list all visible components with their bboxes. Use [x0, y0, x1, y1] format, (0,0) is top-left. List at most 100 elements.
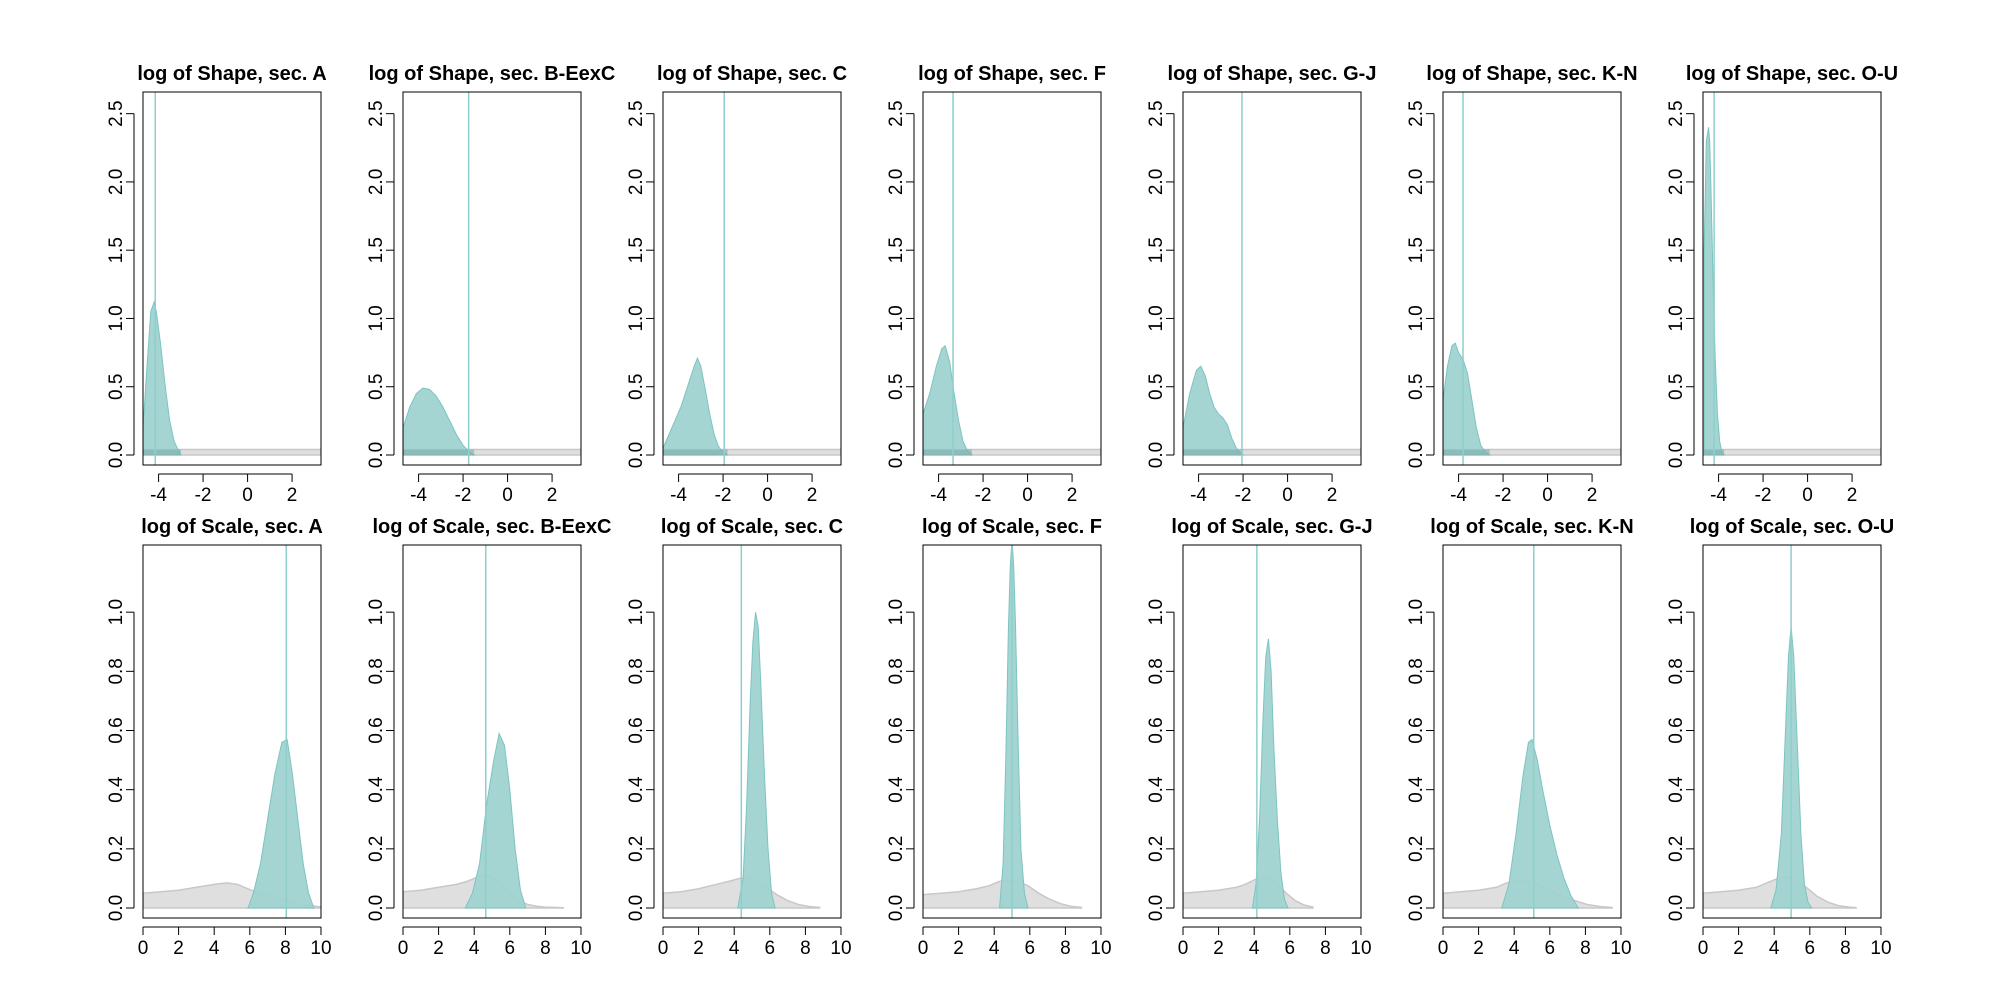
y-tick-label: 0.5: [1406, 374, 1427, 400]
x-tick-label: 2: [433, 938, 444, 959]
y-tick-label: 0.8: [366, 658, 387, 684]
y-tick-label: 0.5: [106, 374, 127, 400]
y-axis: 0.0 0.2 0.4 0.6 0.8 1.0: [886, 599, 915, 921]
y-tick-label: 0.0: [1406, 895, 1427, 921]
x-tick-label: 10: [570, 938, 591, 959]
panel-12: 0 2 4 6 8 10 0.0 0.2 0.4 0.6 0.8 1.0 log of Scale, s…: [1146, 516, 1373, 959]
posterior-density: [464, 731, 527, 909]
y-axis: 0.0 0.5 1.0 1.5 2.0 2.5: [1146, 100, 1175, 468]
plot-area: [403, 545, 564, 918]
x-tick-label: 6: [245, 938, 256, 959]
x-tick-label: -2: [715, 485, 732, 506]
x-tick-label: 2: [807, 485, 818, 506]
posterior-density: [923, 344, 974, 456]
x-tick-label: 4: [1249, 938, 1260, 959]
x-tick-label: 4: [469, 938, 480, 959]
panel-title: log of Shape, sec. F: [918, 63, 1106, 85]
x-tick-label: 0: [1178, 938, 1189, 959]
plot-frame: [1442, 91, 1622, 466]
x-tick-label: 0: [658, 938, 669, 959]
panel-2: -4 -2 0 2 0.0 0.5 1.0 1.5 2.0 2.5 log of Shape, se…: [366, 63, 615, 506]
x-tick-label: 2: [1067, 485, 1078, 506]
x-tick-label: 6: [1545, 938, 1556, 959]
y-tick-label: 2.5: [886, 100, 907, 126]
y-tick-label: 0.0: [106, 895, 127, 921]
panel-title: log of Scale, sec. O-U: [1690, 516, 1895, 538]
panel-title: log of Scale, sec. K-N: [1430, 516, 1633, 538]
x-tick-label: -4: [150, 485, 167, 506]
plot-frame: [662, 544, 842, 919]
overlap-band: [143, 449, 181, 455]
panel-title: log of Shape, sec. G-J: [1168, 63, 1377, 85]
plot-area: [403, 92, 581, 465]
panel-title: log of Scale, sec. C: [661, 516, 843, 538]
x-tick-label: 8: [1580, 938, 1591, 959]
x-tick-label: 0: [1438, 938, 1449, 959]
y-axis: 0.0 0.2 0.4 0.6 0.8 1.0: [1666, 599, 1695, 921]
y-tick-label: 0.6: [366, 717, 387, 743]
x-tick-label: 10: [310, 938, 331, 959]
x-tick-label: 2: [1587, 485, 1598, 506]
x-tick-label: 6: [1285, 938, 1296, 959]
y-tick-label: 0.0: [106, 442, 127, 468]
panel-4: -4 -2 0 2 0.0 0.5 1.0 1.5 2.0 2.5 log of Shape, se…: [886, 63, 1106, 506]
y-tick-label: 0.5: [1146, 374, 1167, 400]
y-tick-label: 1.0: [366, 305, 387, 331]
y-tick-label: 2.0: [1406, 169, 1427, 195]
x-tick-label: 0: [1282, 485, 1293, 506]
x-tick-label: 2: [693, 938, 704, 959]
panel-title: log of Scale, sec. F: [922, 516, 1102, 538]
x-axis: -4 -2 0 2: [1450, 473, 1598, 506]
y-tick-label: 0.4: [1146, 776, 1167, 803]
y-tick-label: 1.0: [1146, 305, 1167, 331]
y-tick-label: 0.8: [626, 658, 647, 684]
x-tick-label: 4: [1509, 938, 1520, 959]
y-tick-label: 0.4: [366, 776, 387, 803]
plot-area: [923, 545, 1083, 918]
prior-density: [1703, 448, 1881, 456]
y-tick-label: 0.2: [106, 836, 127, 862]
y-tick-label: 0.8: [106, 658, 127, 684]
y-tick-label: 1.5: [366, 237, 387, 263]
x-tick-label: 2: [1733, 938, 1744, 959]
x-tick-label: 2: [1847, 485, 1858, 506]
prior-density: [143, 448, 321, 456]
y-tick-label: 0.4: [626, 776, 647, 803]
posterior-density: [663, 356, 730, 456]
x-tick-label: -2: [1755, 485, 1772, 506]
x-tick-label: 8: [1840, 938, 1851, 959]
x-axis: 0 2 4 6 8 10: [658, 926, 852, 959]
y-tick-label: 1.0: [366, 599, 387, 625]
plot-area: [1443, 545, 1613, 918]
y-tick-label: 1.0: [106, 599, 127, 625]
x-tick-label: -2: [1495, 485, 1512, 506]
x-axis: -4 -2 0 2: [1710, 473, 1858, 506]
y-tick-label: 2.5: [366, 100, 387, 126]
x-tick-label: 0: [1802, 485, 1813, 506]
y-tick-label: 0.0: [1146, 442, 1167, 468]
plot-frame: [1182, 544, 1362, 919]
y-tick-label: 1.5: [106, 237, 127, 263]
y-tick-label: 1.0: [886, 305, 907, 331]
y-tick-label: 2.5: [1666, 100, 1687, 126]
y-tick-label: 0.4: [1666, 776, 1687, 803]
y-tick-label: 0.2: [366, 836, 387, 862]
plot-frame: [1702, 544, 1882, 919]
panel-11: 0 2 4 6 8 10 0.0 0.2 0.4 0.6 0.8 1.0 log of Scale, s…: [886, 516, 1112, 959]
x-tick-label: 8: [540, 938, 551, 959]
x-tick-label: 8: [1320, 938, 1331, 959]
overlap-band: [923, 449, 972, 455]
posterior-density: [247, 738, 315, 909]
x-tick-label: 4: [989, 938, 1000, 959]
plot-frame: [1182, 91, 1362, 466]
x-tick-label: 6: [505, 938, 516, 959]
x-axis: -4 -2 0 2: [150, 473, 297, 506]
y-tick-label: 2.0: [106, 169, 127, 195]
panel-title: log of Shape, sec. A: [137, 63, 326, 85]
posterior-density: [143, 300, 182, 456]
overlap-band: [403, 449, 475, 455]
y-tick-label: 1.0: [1666, 305, 1687, 331]
x-tick-label: 0: [242, 485, 253, 506]
y-tick-label: 0.4: [1406, 776, 1427, 803]
x-tick-label: 6: [1025, 938, 1036, 959]
